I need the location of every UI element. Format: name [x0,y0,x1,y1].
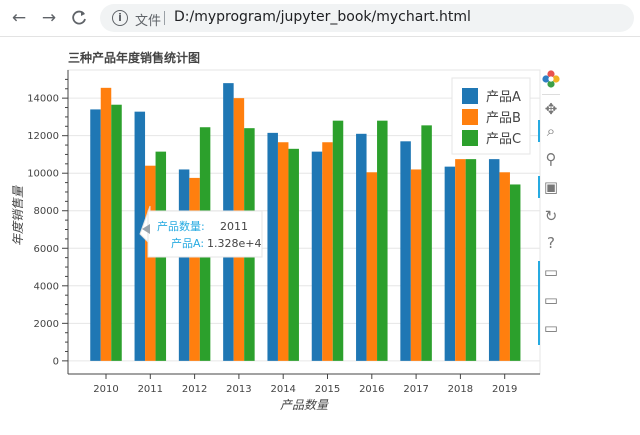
url-text[interactable]: D:/myprogram/jupyter_book/mychart.html [174,9,471,25]
y-tick-label: 8000 [34,206,59,217]
legend-swatch[interactable] [462,109,478,125]
back-button[interactable]: ← [8,7,30,29]
legend-swatch[interactable] [462,130,478,146]
active-tool-indicator [538,261,540,345]
x-tick-label: 2012 [182,384,207,395]
bar[interactable] [366,172,378,361]
y-tick-label: 0 [53,356,59,367]
bar[interactable] [100,87,112,361]
reload-button[interactable] [68,7,90,29]
bar[interactable] [145,165,156,361]
reload-icon [72,10,86,25]
bar[interactable] [277,142,289,361]
y-ticks: 0 2000 4000 6000 8000 10000 12000 14000 [27,78,68,367]
info-icon[interactable]: i [112,10,128,26]
forward-button[interactable]: → [38,7,60,29]
wheel-zoom-tool-icon[interactable]: ⚲ [545,149,557,168]
bar[interactable] [356,133,367,361]
y-tick-label: 4000 [34,281,59,292]
bokeh-logo-icon[interactable] [540,68,562,90]
bar[interactable] [400,141,411,361]
back-arrow-icon: ← [11,7,27,28]
y-axis-label: 年度销售量 [11,185,25,246]
y-tick-label: 2000 [34,319,59,330]
bar[interactable] [288,148,299,361]
legend-label[interactable]: 产品B [486,111,521,126]
hover-tool-icon-2[interactable]: ▭ [543,290,559,309]
y-tick-label: 6000 [34,244,59,255]
address-divider [164,11,165,25]
active-tool-indicator [538,120,540,142]
site-label: 文件 [135,14,162,29]
bar[interactable] [377,120,388,361]
tooltip-key-2: 产品A: [171,236,204,250]
x-axis-label: 产品数量 [280,398,329,412]
bar[interactable] [178,169,190,361]
hover-tool-icon-1[interactable]: ▭ [543,262,559,281]
legend[interactable]: 产品A 产品B 产品C [451,77,531,155]
tooltip-value-2: 1.328e+4 [207,237,261,250]
tooltip-arrow [142,224,150,234]
legend-swatch[interactable] [462,88,478,104]
bar[interactable] [455,159,466,361]
bar[interactable] [267,132,278,361]
bar[interactable] [322,142,333,361]
x-tick-label: 2016 [359,384,384,395]
x-tick-label: 2017 [403,384,428,395]
forward-arrow-icon: → [41,7,57,28]
x-tick-label: 2013 [226,384,251,395]
tooltip-key-1: 产品数量: [157,219,205,233]
bar[interactable] [134,111,146,361]
chart-toolbar: ✥ ⌕ ⚲ ▣ ↻? ▭ ▭ ▭ [536,64,566,364]
x-tick-label: 2011 [138,384,163,395]
y-tick-label: 14000 [27,94,59,105]
bar[interactable] [90,109,101,361]
x-tick-label: 2018 [448,384,473,395]
bar[interactable] [465,159,477,361]
hover-tool-icon-3[interactable]: ▭ [543,318,559,337]
x-tick-label: 2010 [93,384,118,395]
bar[interactable] [111,104,122,361]
tooltip-value-1: 2011 [220,220,248,233]
tooltip-box [147,210,263,258]
active-tool-indicator [538,176,540,198]
bar[interactable] [444,166,456,361]
bar[interactable] [311,151,323,361]
toolbar-divider [542,94,560,95]
legend-label[interactable]: 产品C [486,132,521,147]
x-tick-label: 2014 [270,384,295,395]
reset-tool-icon[interactable]: ↻ [544,206,558,225]
bar[interactable] [332,120,344,361]
save-tool-icon[interactable]: ▣ [543,177,559,196]
bar[interactable] [410,169,422,361]
bar[interactable] [189,177,200,361]
legend-label[interactable]: 产品A [486,90,521,105]
x-tick-label: 2015 [315,384,340,395]
browser-toolbar: ← → i 文件 D:/myprogram/jupyter_book/mycha… [0,0,640,37]
bar[interactable] [421,125,432,361]
bar[interactable] [509,184,521,361]
tooltip: 产品数量: 2011 产品A: 1.328e+4 [139,205,263,258]
help-tool-icon[interactable]: ? [547,233,555,252]
x-ticks: 2010 2011 2012 2013 2014 2015 2016 2017 2018 2019 [93,374,517,395]
pan-tool-icon[interactable]: ✥ [544,99,558,118]
chart-title: 三种产品年度销售统计图 [68,50,200,65]
x-tick-label: 2019 [492,384,517,395]
y-tick-label: 12000 [27,131,59,142]
bar[interactable] [499,172,510,361]
bar[interactable] [488,159,500,361]
address-bar[interactable]: i 文件 D:/myprogram/jupyter_book/mychart.h… [100,4,634,32]
y-tick-label: 10000 [27,169,59,180]
box-zoom-tool-icon[interactable]: ⌕ [546,121,556,140]
